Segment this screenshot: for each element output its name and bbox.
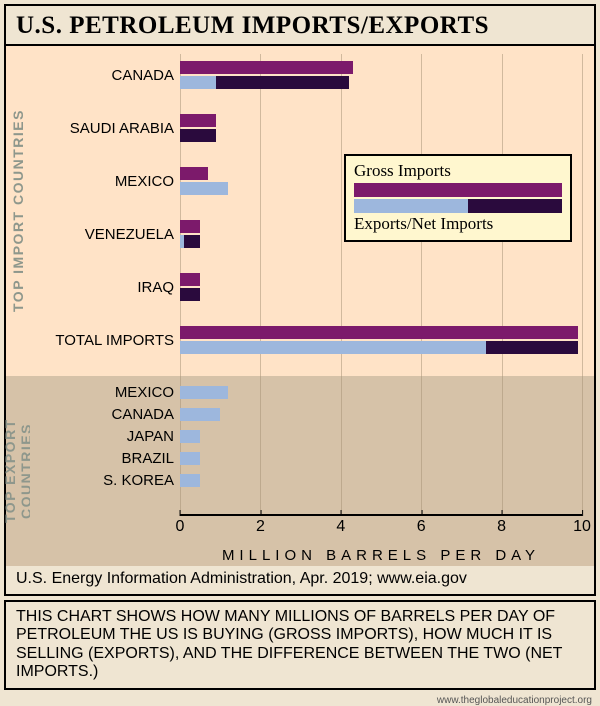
export-row: BRAZIL [180, 448, 582, 470]
import-row: TOTAL IMPORTS [180, 319, 582, 363]
bar-exports [180, 76, 216, 89]
bar-exports [180, 474, 200, 487]
side-label-imports: TOP IMPORT COUNTRIES [6, 46, 30, 376]
axis-tick: 8 [497, 516, 506, 536]
plot-column: CANADASAUDI ARABIAMEXICOVENEZUELAIRAQTOT… [30, 46, 594, 566]
chart-card: U.S. PETROLEUM IMPORTS/EXPORTS TOP IMPOR… [4, 4, 596, 596]
bar-gross-imports [180, 273, 200, 286]
side-label-column: TOP IMPORT COUNTRIES TOP EXPORT COUNTRIE… [6, 46, 30, 566]
legend-gross-label: Gross Imports [354, 161, 562, 181]
footer-url: www.theglobaleducationproject.org [0, 694, 600, 706]
axis-tick: 2 [256, 516, 265, 536]
source-line: U.S. Energy Information Administration, … [6, 566, 594, 594]
bar-net-imports [180, 288, 200, 301]
bar-gross-imports [180, 61, 353, 74]
chart-body: TOP IMPORT COUNTRIES TOP EXPORT COUNTRIE… [6, 46, 594, 566]
imports-panel: CANADASAUDI ARABIAMEXICOVENEZUELAIRAQTOT… [30, 46, 594, 376]
import-row-label: CANADA [111, 54, 180, 98]
exports-plot-area: MEXICOCANADAJAPANBRAZILS. KOREA [180, 376, 582, 514]
export-row: MEXICO [180, 382, 582, 404]
bar-exports [180, 182, 228, 195]
axis-tick: 10 [573, 516, 591, 536]
export-row-label: CANADA [111, 404, 180, 426]
export-row-label: JAPAN [127, 426, 180, 448]
bar-gross-imports [180, 114, 216, 127]
bar-exports [180, 408, 220, 421]
import-row-label: VENEZUELA [85, 213, 180, 257]
export-row-label: S. KOREA [103, 470, 180, 492]
swatch-exports [354, 199, 468, 213]
exports-panel: MEXICOCANADAJAPANBRAZILS. KOREA 0246810 … [30, 376, 594, 566]
axis-tick: 6 [417, 516, 426, 536]
grid-line [582, 376, 583, 514]
axis-tick: 0 [176, 516, 185, 536]
bar-exports [180, 235, 184, 248]
legend-net-label: Exports/Net Imports [354, 214, 562, 234]
bar-gross-imports [180, 167, 208, 180]
bar-exports [180, 341, 486, 354]
bar-gross-imports [180, 326, 578, 339]
caption-box: THIS CHART SHOWS HOW MANY MILLIONS OF BA… [4, 600, 596, 690]
import-row-label: MEXICO [115, 160, 180, 204]
x-axis: 0246810 [180, 514, 582, 544]
bar-exports [180, 452, 200, 465]
bar-net-imports [180, 129, 216, 142]
grid-line [582, 54, 583, 376]
bar-gross-imports [180, 220, 200, 233]
bar-exports [180, 386, 228, 399]
legend-net-swatch [354, 199, 562, 213]
axis-tick: 4 [336, 516, 345, 536]
swatch-net-imports [468, 199, 562, 213]
import-row: CANADA [180, 54, 582, 98]
export-row: JAPAN [180, 426, 582, 448]
legend-gross-swatch [354, 183, 562, 197]
bar-exports [180, 430, 200, 443]
x-axis-label: MILLION BARRELS PER DAY [180, 547, 582, 564]
swatch-gross-imports [354, 183, 562, 197]
import-row: SAUDI ARABIA [180, 107, 582, 151]
chart-title: U.S. PETROLEUM IMPORTS/EXPORTS [6, 6, 594, 46]
export-row: CANADA [180, 404, 582, 426]
legend-box: Gross Imports Exports/Net Imports [344, 154, 572, 242]
import-row-label: SAUDI ARABIA [70, 107, 180, 151]
export-row: S. KOREA [180, 470, 582, 492]
export-row-label: MEXICO [115, 382, 180, 404]
import-row-label: IRAQ [137, 266, 180, 310]
export-row-label: BRAZIL [121, 448, 180, 470]
import-row: IRAQ [180, 266, 582, 310]
import-row-label: TOTAL IMPORTS [55, 319, 180, 363]
side-label-exports: TOP EXPORT COUNTRIES [6, 376, 30, 566]
